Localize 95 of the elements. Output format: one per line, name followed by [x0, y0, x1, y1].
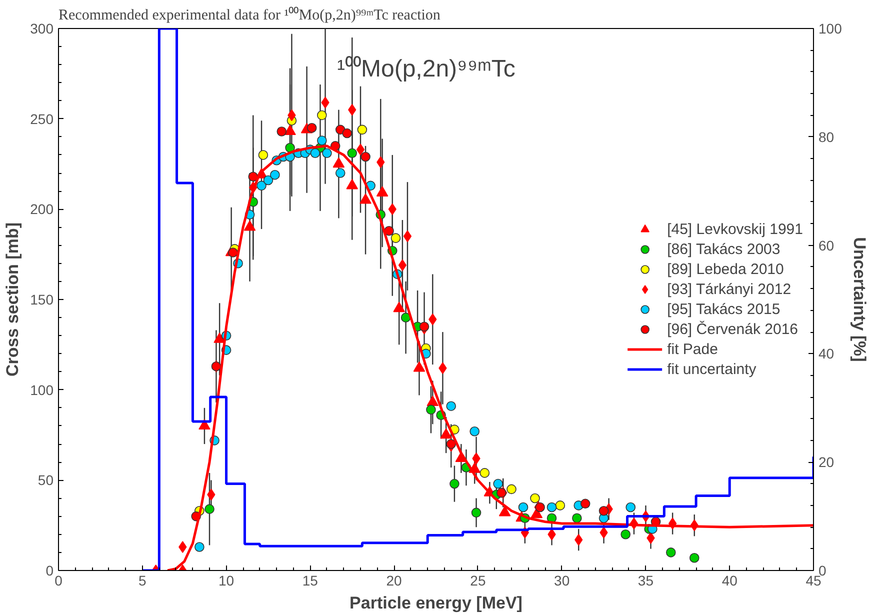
- legend-label: [95] Takács 2015: [667, 300, 780, 318]
- point: [270, 170, 280, 180]
- x-axis-title: Particle energy [MeV]: [350, 594, 522, 612]
- point: [446, 401, 456, 411]
- point: [335, 168, 346, 178]
- point: [493, 478, 503, 489]
- point: [321, 96, 330, 108]
- point: [546, 502, 557, 512]
- point: [518, 502, 528, 512]
- legend-label: [96] Červenák 2016: [667, 320, 798, 338]
- point: [572, 513, 582, 523]
- y2-tick-label: 20: [818, 454, 834, 470]
- x-tick-label: 10: [218, 572, 234, 588]
- y-tick-label: 150: [30, 292, 54, 308]
- point: [360, 152, 370, 162]
- point: [398, 259, 407, 272]
- point: [347, 148, 358, 158]
- y-tick-label: 300: [30, 20, 54, 36]
- y2-tick-label: 0: [818, 562, 826, 578]
- point: [258, 150, 268, 160]
- point: [284, 124, 296, 136]
- x-tick-label: 15: [302, 572, 318, 588]
- y2-axis-title: Uncertainty [%]: [850, 237, 869, 362]
- point: [317, 110, 327, 120]
- legend-label: [93] Tárkányi 2012: [667, 280, 792, 298]
- point: [356, 144, 365, 156]
- point: [471, 508, 482, 518]
- y-axis-title: Cross section [mb]: [3, 222, 22, 376]
- point: [689, 552, 700, 563]
- point: [426, 404, 436, 415]
- chart-title: Recommended experimental data for ¹⁰⁰Mo(p,2n)⁹⁹ᵐTc reaction: [58, 6, 441, 24]
- point: [496, 488, 506, 498]
- point: [580, 498, 590, 509]
- point: [666, 548, 676, 558]
- x-tick-label: 20: [386, 572, 402, 588]
- point: [419, 322, 430, 332]
- point: [426, 396, 439, 406]
- point: [317, 136, 327, 146]
- point: [626, 502, 636, 512]
- point: [204, 504, 214, 514]
- point: [357, 124, 368, 135]
- point: [470, 426, 480, 436]
- x-tick-label: 30: [554, 572, 570, 588]
- point: [310, 148, 320, 158]
- point: [530, 493, 540, 504]
- point: [228, 248, 238, 258]
- legend-label: [45] Levkovskij 1991: [667, 220, 803, 238]
- point: [306, 122, 317, 133]
- legend-label: fit Pade: [667, 340, 718, 358]
- y2-tick-label: 100: [818, 20, 842, 36]
- point: [480, 468, 490, 478]
- legend-label: [86] Takács 2003: [667, 240, 780, 258]
- point: [598, 506, 609, 516]
- y-tick-label: 100: [30, 382, 54, 398]
- point: [263, 175, 274, 186]
- point: [535, 502, 545, 512]
- y-tick-label: 250: [30, 110, 54, 127]
- point: [450, 478, 460, 489]
- point: [285, 142, 295, 153]
- legend-label: fit uncertainty: [667, 360, 756, 378]
- point: [276, 126, 287, 136]
- point: [384, 226, 394, 236]
- point: [440, 428, 452, 439]
- y-tick-label: 0: [46, 562, 54, 578]
- point: [506, 484, 516, 494]
- y-tick-label: 200: [30, 201, 54, 218]
- y-tick-label: 50: [38, 472, 54, 488]
- point: [413, 361, 426, 372]
- point: [194, 542, 204, 552]
- point: [646, 532, 655, 544]
- point: [178, 541, 187, 553]
- x-tick-label: 25: [470, 572, 486, 588]
- point: [256, 180, 266, 191]
- point: [620, 529, 630, 540]
- point: [446, 439, 456, 449]
- y2-tick-label: 40: [818, 346, 834, 362]
- y2-tick-label: 80: [818, 128, 834, 145]
- y2-tick-label: 60: [818, 237, 834, 254]
- point: [332, 157, 345, 168]
- point: [600, 526, 608, 538]
- x-tick-label: 5: [138, 572, 146, 588]
- legend-label: [89] Lebeda 2010: [667, 260, 784, 278]
- point: [393, 302, 405, 312]
- x-tick-label: 35: [638, 572, 654, 588]
- x-tick-label: 40: [722, 572, 738, 588]
- point: [342, 128, 352, 138]
- point: [248, 172, 258, 182]
- point: [322, 148, 332, 158]
- point: [390, 233, 401, 243]
- point: [498, 506, 511, 516]
- point: [472, 452, 480, 464]
- point: [555, 500, 566, 510]
- point: [403, 230, 412, 242]
- point: [546, 513, 557, 523]
- point: [400, 312, 411, 322]
